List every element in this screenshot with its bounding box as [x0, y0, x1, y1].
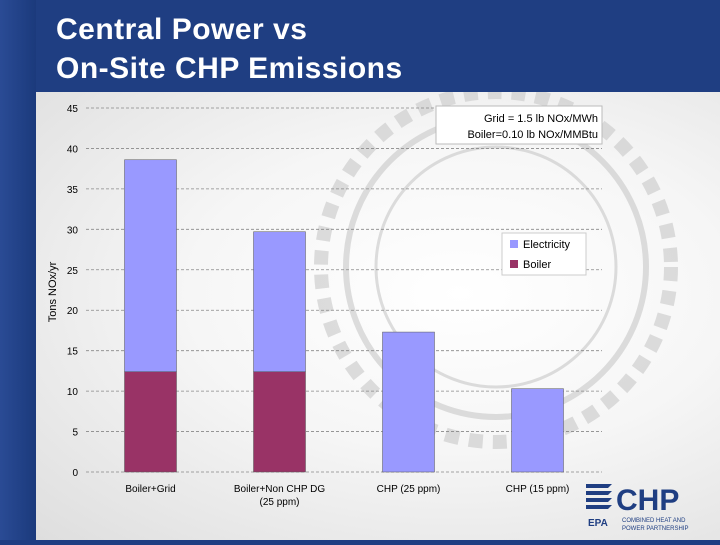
annotation: Grid = 1.5 lb NOx/MWh Boiler=0.10 lb NOx… — [435, 105, 603, 145]
y-tick-label: 35 — [67, 185, 79, 196]
annotation-line-1: Grid = 1.5 lb NOx/MWh — [484, 113, 598, 125]
y-tick-label: 5 — [72, 428, 78, 439]
logo-chp-text: CHP — [616, 484, 679, 517]
x-tick-label: (25 ppm) — [259, 497, 299, 508]
stacked-bar-chart: 0 5 10 15 20 25 30 35 40 45 Boiler+Grid Boiler+Non… — [47, 85, 678, 508]
y-tick-label: 45 — [67, 104, 79, 115]
stripes-icon — [586, 484, 612, 509]
bar-electricity — [511, 388, 564, 473]
legend-label-boiler: Boiler — [523, 259, 551, 271]
chart-panel: 0 5 10 15 20 25 30 35 40 45 Boiler+Grid Boiler+Non… — [36, 85, 720, 540]
bar-boiler — [124, 371, 177, 473]
legend-label-electricity: Electricity — [523, 239, 571, 251]
bar-electricity — [124, 159, 177, 372]
y-tick-label: 10 — [67, 387, 79, 398]
chp-logo: CHP EPA COMBINED HEAT AND POWER PARTNERS… — [582, 478, 712, 536]
slide-title: Central Power vs On-Site CHP Emissions — [56, 10, 403, 88]
x-tick-label: CHP (25 ppm) — [377, 484, 441, 495]
legend: Electricity Boiler — [501, 232, 587, 276]
y-tick-label: 20 — [67, 306, 79, 317]
y-axis: 0 5 10 15 20 25 30 35 40 45 — [67, 104, 79, 479]
legend-swatch-boiler — [510, 260, 518, 268]
logo-tagline-1: COMBINED HEAT AND — [622, 518, 686, 524]
y-tick-label: 15 — [67, 347, 79, 358]
bar-electricity — [253, 231, 306, 372]
x-tick-label: Boiler+Grid — [125, 484, 175, 495]
bar-boiler — [253, 371, 306, 473]
y-tick-label: 25 — [67, 266, 79, 277]
annotation-line-2: Boiler=0.10 lb NOx/MMBtu — [467, 129, 598, 141]
logo-tagline-2: POWER PARTNERSHIP — [622, 526, 688, 532]
x-tick-label: CHP (15 ppm) — [506, 484, 570, 495]
legend-swatch-electricity — [510, 240, 518, 248]
decorative-strip — [0, 0, 36, 540]
bars — [124, 159, 564, 473]
y-tick-label: 40 — [67, 144, 79, 155]
x-tick-label: Boiler+Non CHP DG — [234, 484, 325, 495]
x-axis: Boiler+Grid Boiler+Non CHP DG (25 ppm) CHP … — [125, 484, 569, 508]
y-tick-label: 30 — [67, 225, 79, 236]
bar-electricity — [382, 331, 435, 473]
logo-epa-text: EPA — [588, 518, 608, 529]
y-axis-label: Tons NOx/yr — [47, 261, 59, 322]
y-tick-label: 0 — [72, 468, 78, 479]
title-line-1: Central Power vs — [56, 13, 308, 46]
title-line-2: On-Site CHP Emissions — [56, 52, 403, 85]
